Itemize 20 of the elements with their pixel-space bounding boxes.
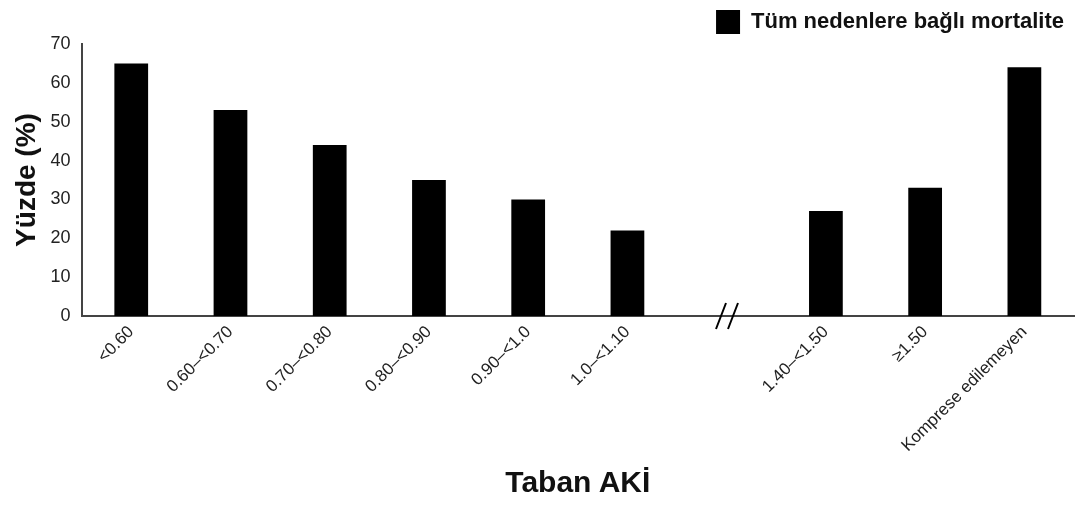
bar <box>610 230 645 316</box>
y-tick-label: 60 <box>50 71 71 92</box>
y-tick-label: 50 <box>50 110 71 131</box>
bar <box>809 211 843 316</box>
bar <box>312 145 347 316</box>
y-tick-label: 0 <box>60 304 71 325</box>
y-tick-label: 70 <box>50 32 71 53</box>
bar <box>412 179 446 316</box>
x-axis-title: Taban AKİ <box>505 465 651 499</box>
bar <box>511 199 546 316</box>
y-axis-title: Yüzde (%) <box>9 113 41 247</box>
legend-label: Tüm nedenlere bağlı mortalite <box>751 8 1064 34</box>
y-tick-label: 40 <box>50 149 71 170</box>
bar <box>114 63 149 316</box>
bar <box>1007 67 1042 316</box>
y-tick-label: 30 <box>50 188 71 209</box>
y-tick-label: 20 <box>50 227 71 248</box>
bar <box>213 110 248 316</box>
y-tick-label: 10 <box>50 266 71 287</box>
bar <box>908 187 943 316</box>
